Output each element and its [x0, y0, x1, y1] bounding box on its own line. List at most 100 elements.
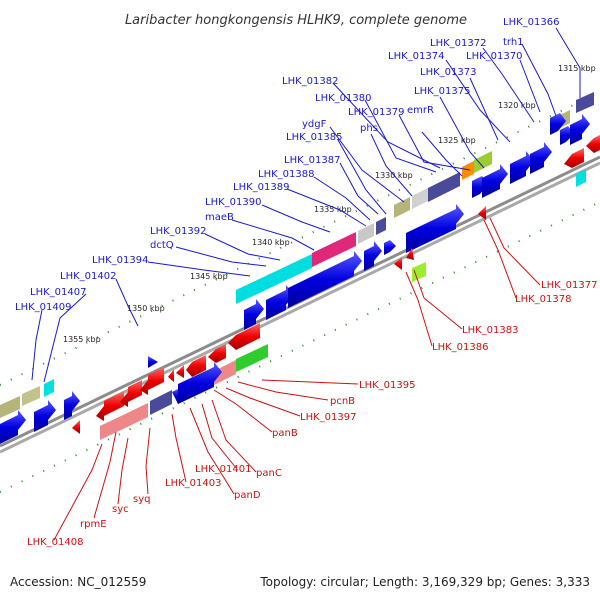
gene-block-segment: [474, 151, 492, 173]
gene-label: maeB: [205, 212, 234, 223]
gene-label: LHK_01388: [258, 169, 314, 180]
gene-arrow: [178, 362, 222, 404]
gene-block-segment: [22, 386, 40, 406]
gene-label: LHK_01370: [466, 51, 522, 62]
gene-block-segment: [412, 188, 428, 209]
gene-label: LHK_01373: [420, 67, 476, 78]
gene-arrow: [394, 257, 402, 270]
gene-label: LHK_01378: [515, 294, 571, 305]
gene-label: emrR: [407, 105, 434, 116]
forward-strand-genes: [0, 113, 590, 444]
gene-block-segment: [150, 390, 172, 415]
gene-arrow: [168, 369, 174, 382]
gene-label: syq: [133, 494, 150, 505]
scale-label: 1325 kbp: [438, 136, 476, 145]
gene-label: LHK_01407: [30, 287, 86, 298]
gene-block-segment: [394, 197, 410, 218]
gene-label: LHK_01382: [282, 76, 338, 87]
map-title: Laribacter hongkongensis HLHK9, complete…: [125, 13, 467, 28]
gene-label: LHK_01380: [315, 93, 371, 104]
gene-arrow: [96, 391, 124, 421]
gene-label: panD: [234, 490, 261, 501]
gene-arrow: [288, 251, 362, 308]
gene-label: rpmE: [80, 519, 107, 530]
gene-label: pcnB: [330, 396, 355, 407]
gene-block-segment: [358, 223, 374, 244]
gene-arrow: [406, 248, 414, 260]
top-gene-labels: LHK_01366 trh1 LHK_01372 LHK_01370 LHK_0…: [15, 17, 559, 313]
gene-block-segment: [576, 92, 594, 113]
gene-label: LHK_01392: [150, 226, 206, 237]
gene-label: LHK_01395: [359, 380, 415, 391]
gene-arrow: [140, 367, 164, 395]
gene-arrow: [586, 135, 600, 153]
gene-arrow: [482, 164, 508, 198]
gene-block-segment: [236, 344, 268, 372]
gene-label: LHK_01366: [503, 17, 559, 28]
gene-block-segment: [412, 262, 426, 282]
gene-arrow: [148, 356, 158, 368]
gene-arrow: [228, 323, 260, 350]
gene-label: phs: [360, 123, 378, 134]
gene-label: LHK_01402: [60, 271, 116, 282]
gene-arrow: [0, 410, 26, 444]
gene-label: LHK_01389: [233, 182, 289, 193]
gene-label: trh1: [503, 37, 524, 48]
gene-arrow: [564, 148, 584, 168]
gene-block-segment: [44, 379, 54, 397]
gene-arrow: [186, 355, 206, 377]
gene-label: LHK_01387: [284, 155, 340, 166]
gene-arrow: [570, 114, 590, 145]
gene-arrow: [406, 204, 464, 253]
gene-label: LHK_01403: [165, 478, 221, 489]
summary-text: Topology: circular; Length: 3,169,329 bp…: [259, 575, 590, 589]
gene-arrow: [208, 344, 226, 363]
gene-block-segment: [376, 217, 386, 235]
gene-label: LHK_01409: [15, 302, 71, 313]
gene-arrow: [120, 380, 142, 407]
scale-label: 1350 kbp: [127, 304, 165, 313]
scale-label: 1345 kbp: [190, 272, 228, 281]
gene-label: panC: [256, 468, 282, 479]
scale-label: 1335 kbp: [314, 205, 352, 214]
bottom-leader-lines: [53, 217, 541, 541]
gene-label: LHK_01383: [462, 325, 518, 336]
gene-label: LHK_01408: [27, 537, 83, 548]
gene-label: syc: [112, 504, 129, 515]
gene-arrow: [244, 299, 264, 330]
accession-text: Accession: NC_012559: [10, 575, 146, 589]
gene-block-segment: [312, 232, 356, 267]
top-leader-lines: [31, 27, 581, 383]
bottom-gene-labels: LHK_01377 LHK_01378 LHK_01383 LHK_01386 …: [27, 280, 597, 548]
gene-label: LHK_01394: [92, 255, 148, 266]
gene-label: LHK_01390: [205, 197, 261, 208]
scale-label: 1340 kbp: [252, 238, 290, 247]
gene-blocks-upper: [0, 92, 594, 418]
gene-label: LHK_01375: [414, 86, 470, 97]
gene-label: LHK_01372: [430, 38, 486, 49]
gene-label: LHK_01386: [432, 342, 488, 353]
gene-arrow: [478, 206, 486, 220]
gene-label: ydgF: [302, 119, 327, 130]
gene-block-segment: [576, 169, 586, 187]
gene-label: LHK_01397: [300, 412, 356, 423]
gene-arrow: [530, 142, 552, 174]
gene-arrow: [364, 241, 382, 271]
gene-arrow: [72, 420, 80, 434]
genome-backbone: [0, 155, 600, 454]
gene-label: dctQ: [150, 240, 174, 251]
gene-label: LHK_01374: [388, 51, 444, 62]
gene-label: LHK_01379: [348, 107, 404, 118]
gene-arrow: [384, 240, 396, 255]
gene-label: LHK_01385: [286, 132, 342, 143]
gene-block-segment: [100, 403, 148, 440]
gene-block-segment: [428, 172, 460, 202]
scale-label: 1355 kbp: [63, 335, 101, 344]
gene-block-segment: [462, 161, 474, 180]
reverse-strand-genes: [72, 135, 600, 434]
gene-label: panB: [272, 428, 298, 439]
scale-label: 1315 kbp: [558, 64, 596, 73]
gene-label: LHK_01377: [541, 280, 597, 291]
gene-block-segment: [0, 396, 20, 418]
gene-arrow: [176, 365, 184, 378]
